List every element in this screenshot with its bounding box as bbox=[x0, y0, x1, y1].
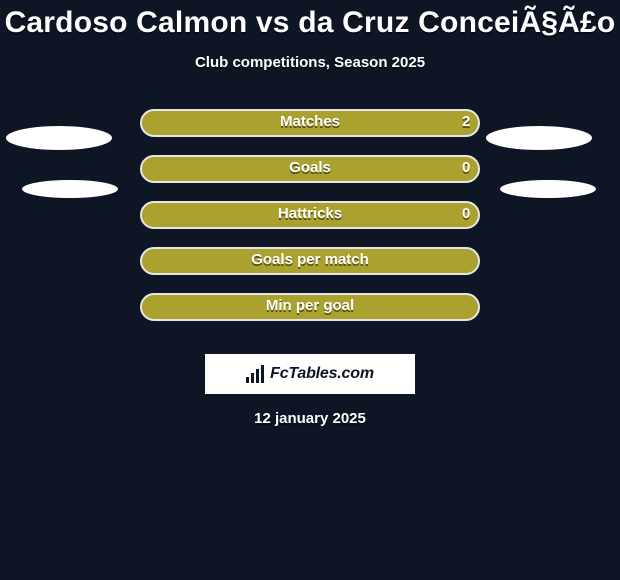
subtitle: Club competitions, Season 2025 bbox=[0, 54, 620, 71]
stat-value: 2 bbox=[462, 113, 470, 130]
stat-row-goals: Goals 0 bbox=[0, 155, 620, 183]
stat-label: Matches bbox=[280, 113, 340, 130]
stat-row-min-per-goal: Min per goal bbox=[0, 293, 620, 321]
page-title: Cardoso Calmon vs da Cruz ConceiÃ§Ã£o bbox=[0, 0, 620, 40]
date-text: 12 january 2025 bbox=[254, 410, 366, 427]
stat-label: Goals bbox=[289, 159, 331, 176]
bars-icon bbox=[246, 365, 268, 383]
stat-label: Min per goal bbox=[266, 297, 354, 314]
badge-text: FcTables.com bbox=[270, 365, 374, 383]
player-left-marker bbox=[6, 126, 112, 150]
stat-label: Goals per match bbox=[251, 251, 369, 268]
stat-row-hattricks: Hattricks 0 bbox=[0, 201, 620, 229]
stat-row-goals-per-match: Goals per match bbox=[0, 247, 620, 275]
source-badge: FcTables.com bbox=[203, 352, 417, 396]
player-right-marker-small bbox=[500, 180, 596, 198]
player-left-marker-small bbox=[22, 180, 118, 198]
stat-value: 0 bbox=[462, 159, 470, 176]
player-right-marker bbox=[486, 126, 592, 150]
stat-label: Hattricks bbox=[278, 205, 342, 222]
stat-value: 0 bbox=[462, 205, 470, 222]
